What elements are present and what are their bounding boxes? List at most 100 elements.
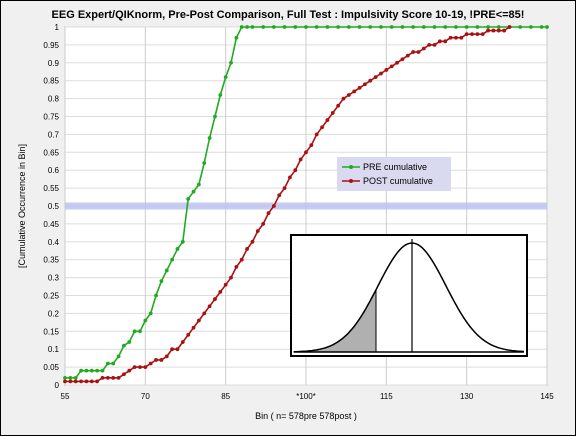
data-point-post [95,379,100,384]
data-point-pre [304,25,308,29]
data-point-post [89,379,94,384]
data-point-post [234,264,239,269]
data-point-pre [159,279,164,284]
data-point-post [507,25,512,29]
data-point-pre [539,25,544,29]
data-point-post [159,358,164,362]
y-tick-label: 0.75 [43,113,59,122]
data-point-post [314,132,319,137]
y-tick-label: 0.4 [48,238,60,247]
data-point-pre [207,136,212,140]
y-tick-label: 0.6 [48,166,60,175]
y-tick-label: 1 [55,23,60,32]
y-tick-label: 0.45 [43,220,59,229]
y-tick-label: 0 [55,381,60,390]
legend-label-post: POST cumulative [363,176,433,186]
data-point-pre [368,25,373,29]
data-point-post [170,347,175,352]
data-point-pre [111,361,116,366]
data-point-pre [379,25,383,29]
y-tick-label: 0.3 [48,274,60,283]
y-tick-label: 0.9 [48,59,60,68]
x-tick-label: 85 [221,392,230,401]
y-tick-label: 0.95 [43,41,59,50]
data-point-pre [148,311,153,316]
data-point-post [218,290,223,294]
data-point-post [239,257,244,262]
data-point-pre [282,25,287,29]
y-axis-ticks: 0 0.05 0.1 0.15 0.2 0.25 0.3 0.35 0.4 0.45 0.5 0.55… [43,23,59,390]
y-tick-label: 0.25 [43,292,59,301]
data-point-pre [127,340,132,344]
data-point-post [293,168,298,173]
data-point-post [116,375,121,380]
y-tick-label: 0.15 [43,327,59,336]
data-point-pre [314,25,319,29]
data-point-post [180,340,185,344]
legend-label-pre: PRE cumulative [363,162,427,172]
data-point-post [437,39,442,44]
data-point-pre [454,25,458,29]
data-point-pre [105,361,110,366]
data-point-post [148,361,153,366]
data-point-post [298,157,303,162]
data-point-pre [138,329,142,334]
data-point-post [164,354,169,359]
data-point-post [459,35,464,40]
data-point-post [175,347,180,352]
data-point-post [368,78,373,83]
data-point-pre [475,25,480,29]
y-tick-label: 0.05 [43,363,59,372]
data-point-post [320,125,324,130]
data-point-post [427,43,432,47]
data-point-post [229,275,233,280]
data-point-pre [116,354,121,359]
data-point-post [443,39,448,44]
data-point-pre [170,257,175,262]
data-point-post [304,150,308,155]
data-point-post [357,85,362,90]
data-point-post [196,318,201,323]
y-tick-label: 0.85 [43,77,59,86]
data-point-post [502,28,507,33]
data-point-pre [180,239,185,244]
data-point-post [111,375,116,380]
data-point-post [288,175,292,180]
chart-title: EEG Expert/QIKnorm, Pre-Post Comparison,… [52,9,525,21]
data-point-post [491,28,496,33]
data-point-post [100,375,105,380]
x-tick-label: 55 [61,392,70,401]
data-point-pre [518,25,523,29]
data-point-post [496,28,501,33]
data-point-pre [73,375,78,380]
bell-curve-icon [290,234,528,357]
data-point-pre [486,25,490,29]
data-point-post [282,186,287,191]
data-point-pre [357,25,362,29]
y-tick-label: 0.55 [43,184,59,193]
data-point-post [400,57,405,62]
data-point-pre [175,247,180,251]
data-point-post [379,71,383,76]
median-reference-band [65,202,547,210]
data-point-post [223,282,228,287]
data-point-post [346,93,351,97]
data-point-post [154,358,158,362]
data-point-pre [84,368,89,373]
data-point-post [261,222,266,226]
y-tick-label: 0.7 [48,130,60,139]
data-point-post [421,46,426,51]
data-point-pre [202,161,207,165]
data-point-pre [79,368,83,373]
data-point-post [191,325,196,330]
data-point-post [486,28,490,33]
data-point-post [416,50,421,54]
data-point-post [250,239,255,244]
data-point-post [341,96,346,101]
data-point-post [384,68,389,72]
data-point-post [127,368,132,373]
data-point-pre [245,25,249,29]
data-point-post [68,379,73,384]
